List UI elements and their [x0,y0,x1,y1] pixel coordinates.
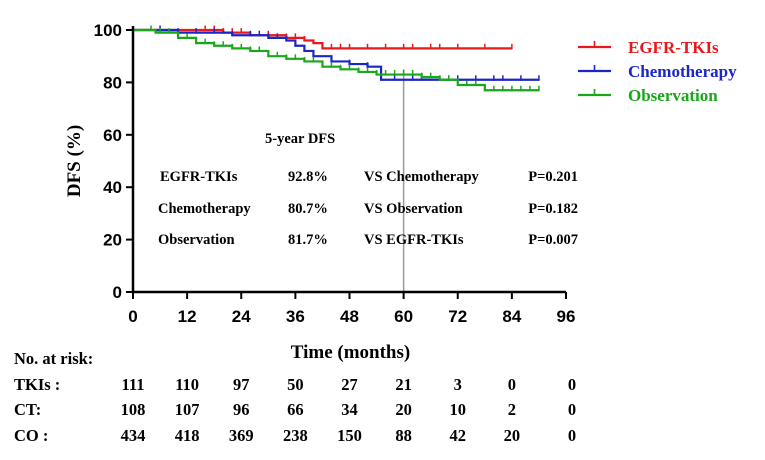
annotation-pvalue-2: P=0.007 [528,232,578,248]
annotation-group-2: Observation [158,232,235,248]
y-tick-label-3: 60 [103,126,122,145]
x-tick-label-1: 12 [178,307,197,326]
x-axis-title: Time (months) [291,342,410,363]
risk-cell-0-0: 111 [122,375,145,394]
annotation-pvalue-1: P=0.182 [528,201,578,217]
legend-label-1: Chemotherapy [628,62,737,81]
annotation-title: 5-year DFS [265,131,335,147]
risk-cell-2-7: 20 [504,426,521,445]
legend-label-0: EGFR-TKIs [628,38,719,57]
risk-cell-1-6: 10 [450,400,467,419]
risk-cell-0-4: 27 [341,375,358,394]
plot-area [133,25,540,292]
annotation-rate-1: 80.7% [288,201,328,217]
risk-cell-2-4: 150 [337,426,362,445]
risk-row-label-1: CT: [14,400,41,419]
risk-cell-1-3: 66 [287,400,304,419]
annotation-rate-2: 81.7% [288,232,328,248]
y-tick-label-1: 20 [103,231,122,250]
x-tick-label-6: 72 [448,307,467,326]
y-tick-label-2: 40 [103,178,122,197]
x-tick-label-5: 60 [394,307,413,326]
x-tick-label-8: 96 [557,307,576,326]
legend: EGFR-TKIs Chemotherapy Observation [578,38,737,105]
risk-cell-1-1: 107 [175,400,200,419]
dfs-annotation: 5-year DFS EGFR-TKIs 92.8% VS Chemotherapy P… [158,131,578,248]
risk-table: No. at risk: TKIs : 111 110 97 50 27 21 3 0 0 CT: 10… [14,349,576,445]
risk-cell-1-5: 20 [395,400,412,419]
annotation-comparison-0: VS Chemotherapy [364,169,480,185]
risk-row-label-0: TKIs : [14,375,60,394]
risk-cell-0-3: 50 [287,375,304,394]
x-tick-label-2: 24 [232,307,251,326]
x-tick-label-4: 48 [340,307,359,326]
risk-cell-1-2: 96 [233,400,250,419]
risk-cell-2-1: 418 [175,426,200,445]
axes: 0 12 24 36 48 60 72 84 96 0 20 40 60 80 100 Time (month… [64,21,575,363]
x-tick-label-3: 36 [286,307,305,326]
risk-cell-2-3: 238 [283,426,308,445]
risk-cell-2-6: 42 [450,426,467,445]
y-tick-label-5: 100 [94,21,122,40]
legend-label-2: Observation [628,86,718,105]
risk-cell-2-8: 0 [568,426,576,445]
risk-cell-1-8: 0 [568,400,576,419]
annotation-rate-0: 92.8% [288,169,328,185]
y-tick-label-0: 0 [113,283,122,302]
annotation-group-0: EGFR-TKIs [160,169,238,185]
series-line-2 [133,28,539,92]
risk-table-title: No. at risk: [14,349,93,368]
annotation-comparison-1: VS Observation [364,201,463,217]
risk-cell-2-5: 88 [395,426,412,445]
annotation-group-1: Chemotherapy [158,201,251,217]
risk-cell-0-2: 97 [233,375,250,394]
y-tick-label-4: 80 [103,73,122,92]
risk-cell-0-6: 3 [454,375,462,394]
y-axis-title: DFS (%) [64,125,85,197]
risk-cell-1-7: 2 [508,400,516,419]
annotation-pvalue-0: P=0.201 [528,169,578,185]
risk-cell-0-1: 110 [175,375,199,394]
risk-cell-2-2: 369 [229,426,254,445]
risk-cell-0-7: 0 [508,375,516,394]
x-tick-label-0: 0 [128,307,137,326]
risk-cell-0-5: 21 [395,375,412,394]
x-tick-label-7: 84 [502,307,521,326]
risk-row-label-2: CO : [14,426,48,445]
risk-cell-1-4: 34 [341,400,358,419]
risk-cell-0-8: 0 [568,375,576,394]
risk-cell-2-0: 434 [121,426,146,445]
annotation-comparison-2: VS EGFR-TKIs [364,232,464,248]
risk-cell-1-0: 108 [121,400,146,419]
